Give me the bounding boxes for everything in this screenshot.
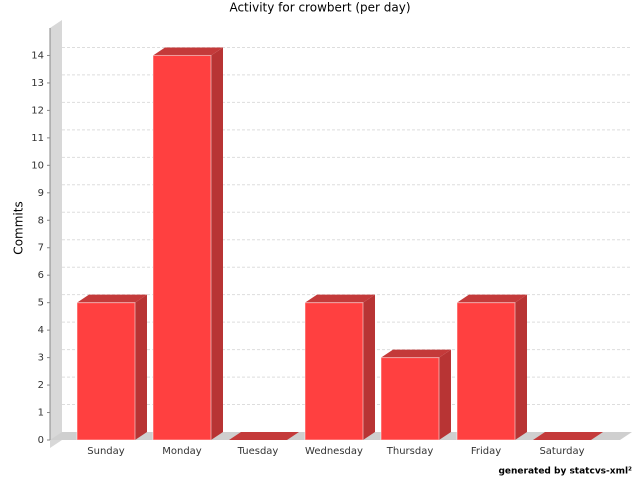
x-tick-label: Sunday: [87, 446, 124, 457]
x-tick-label: Thursday: [386, 446, 434, 457]
y-axis-label: Commits: [12, 201, 26, 254]
bar: [304, 302, 364, 441]
y-tick-label: 10: [31, 160, 44, 171]
left-wall: [50, 20, 62, 448]
bar-top: [229, 432, 299, 440]
y-tick-label: 6: [38, 270, 44, 281]
y-tick-label: 14: [31, 50, 44, 61]
y-tick-label: 1: [38, 408, 44, 419]
y-tick-label: 9: [38, 188, 44, 199]
y-tick-label: 2: [38, 380, 44, 391]
bar-top: [77, 294, 147, 303]
bar-side: [135, 294, 147, 440]
x-tick-label: Friday: [471, 446, 501, 457]
bar-top: [305, 294, 375, 303]
y-tick-label: 3: [38, 353, 44, 364]
bar: [76, 302, 136, 441]
bar: [152, 54, 212, 441]
x-tick-label: Wednesday: [305, 446, 363, 457]
y-tick-label: 13: [31, 78, 44, 89]
bar-top: [533, 432, 603, 440]
bar: [380, 357, 440, 441]
x-tick-label: Saturday: [539, 446, 584, 457]
bar-side: [363, 294, 375, 440]
y-tick-label: 4: [38, 325, 44, 336]
y-tick-label: 12: [31, 105, 44, 116]
chart-title: Activity for crowbert (per day): [229, 1, 410, 15]
y-tick-label: 7: [38, 243, 44, 254]
bar-top: [457, 294, 527, 303]
y-tick-label: 0: [38, 435, 44, 446]
footer: generated by statcvs-xml²: [498, 467, 632, 477]
y-tick-label: 5: [38, 298, 44, 309]
bar-top: [153, 47, 223, 56]
bar-side: [515, 294, 527, 440]
x-tick-label: Monday: [162, 446, 202, 457]
bar: [456, 302, 516, 441]
y-tick-label: 11: [31, 133, 44, 144]
bar-side: [439, 349, 451, 440]
bar-side: [211, 47, 223, 440]
y-tick-label: 8: [38, 215, 44, 226]
bar-top: [381, 349, 451, 358]
x-tick-label: Tuesday: [237, 446, 279, 457]
